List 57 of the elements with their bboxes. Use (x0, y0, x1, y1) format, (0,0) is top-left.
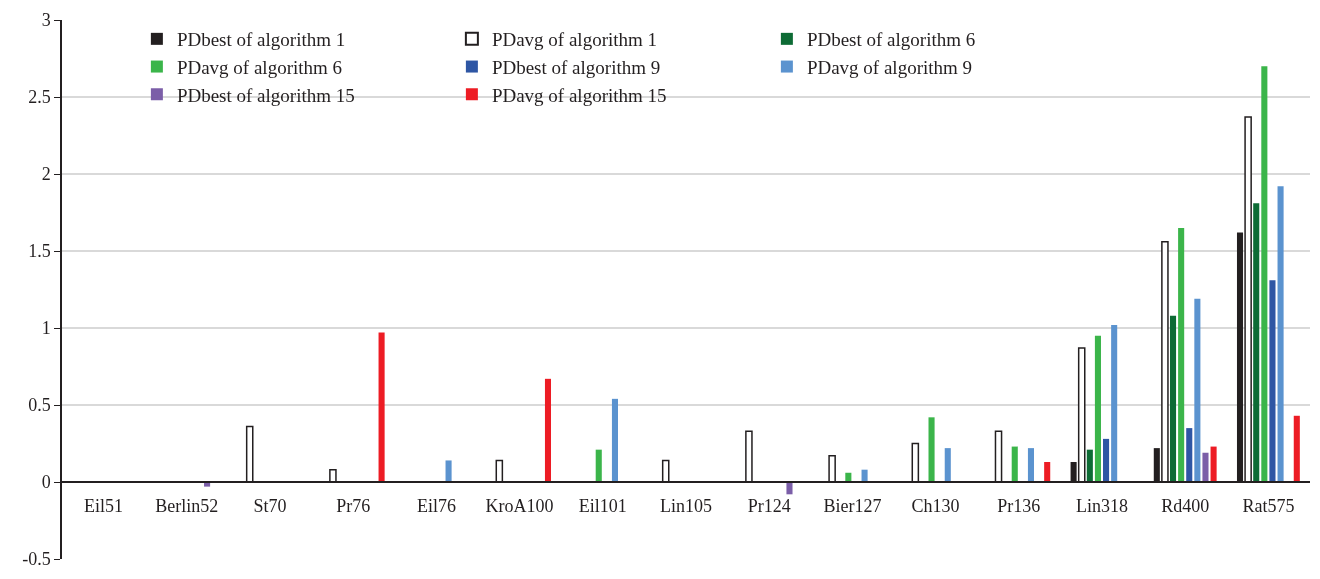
y-tick-label: 2.5 (28, 87, 51, 108)
bar (1202, 452, 1209, 482)
bar (1094, 335, 1101, 482)
bar (544, 378, 552, 482)
x-tick-label: Rat575 (1242, 496, 1295, 517)
legend-label: PDavg of algorithm 15 (491, 84, 667, 106)
y-tick-label: 2 (41, 164, 51, 185)
bar (1086, 449, 1093, 482)
bar (1027, 448, 1035, 482)
y-tick-label: 0 (41, 472, 51, 493)
bar (1044, 461, 1051, 482)
legend-label: PDavg of algorithm 6 (176, 56, 343, 78)
bar (928, 417, 935, 482)
x-tick-label: Eil76 (416, 496, 456, 517)
legend-label: PDavg of algorithm 9 (806, 56, 973, 78)
bar (1178, 227, 1185, 482)
bar (1194, 298, 1201, 482)
x-tick-label: Lin105 (660, 496, 712, 517)
bar (1186, 428, 1193, 482)
y-tick-label: 0.5 (28, 395, 51, 416)
bar (1011, 446, 1018, 482)
y-tick-label: 1.5 (28, 241, 51, 262)
x-tick-label: KroA100 (485, 496, 554, 517)
bar (1111, 324, 1118, 482)
x-tick-label: Eil51 (84, 496, 124, 517)
bar (1293, 415, 1300, 482)
bar (786, 482, 793, 495)
x-tick-label: Pr76 (336, 496, 371, 517)
bar (378, 332, 385, 482)
bar (1253, 203, 1260, 482)
legend-label: PDbest of algorithm 15 (176, 84, 355, 106)
x-tick-label: Pr124 (747, 496, 791, 517)
legend-label: PDavg of algorithm 1 (491, 29, 658, 51)
y-tick-label: 1 (41, 318, 51, 339)
legend-label: PDbest of algorithm 6 (806, 29, 976, 51)
legend-label: PDbest of algorithm 1 (176, 29, 346, 51)
bar (611, 398, 619, 482)
x-tick-label: Lin318 (1076, 496, 1128, 517)
y-tick-label: -0.5 (22, 549, 51, 570)
bar (1210, 446, 1217, 482)
bar (1261, 66, 1268, 482)
x-tick-label: Pr136 (997, 496, 1041, 517)
bar (445, 460, 452, 482)
bar (595, 449, 602, 482)
x-tick-label: Bier127 (823, 496, 882, 517)
bar (1277, 186, 1284, 482)
bar (1169, 315, 1177, 482)
x-tick-label: Eil101 (578, 496, 627, 517)
x-tick-label: Rd400 (1161, 496, 1210, 517)
bar (1103, 438, 1110, 482)
x-tick-label: Berlin52 (155, 496, 219, 517)
y-tick-label: 3 (41, 10, 51, 31)
bar (1269, 280, 1276, 482)
legend-label: PDbest of algorithm 9 (491, 56, 661, 78)
x-tick-label: St70 (253, 496, 287, 517)
bar (944, 448, 951, 482)
x-tick-label: Ch130 (911, 496, 960, 517)
